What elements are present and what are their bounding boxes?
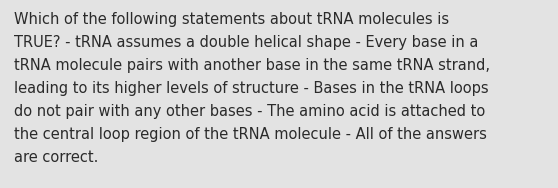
Text: Which of the following statements about tRNA molecules is: Which of the following statements about … [14, 12, 449, 27]
Text: the central loop region of the tRNA molecule - All of the answers: the central loop region of the tRNA mole… [14, 127, 487, 142]
Text: are correct.: are correct. [14, 150, 98, 165]
Text: leading to its higher levels of structure - Bases in the tRNA loops: leading to its higher levels of structur… [14, 81, 489, 96]
Text: TRUE? - tRNA assumes a double helical shape - Every base in a: TRUE? - tRNA assumes a double helical sh… [14, 35, 478, 50]
Text: tRNA molecule pairs with another base in the same tRNA strand,: tRNA molecule pairs with another base in… [14, 58, 490, 73]
Text: do not pair with any other bases - The amino acid is attached to: do not pair with any other bases - The a… [14, 104, 485, 119]
